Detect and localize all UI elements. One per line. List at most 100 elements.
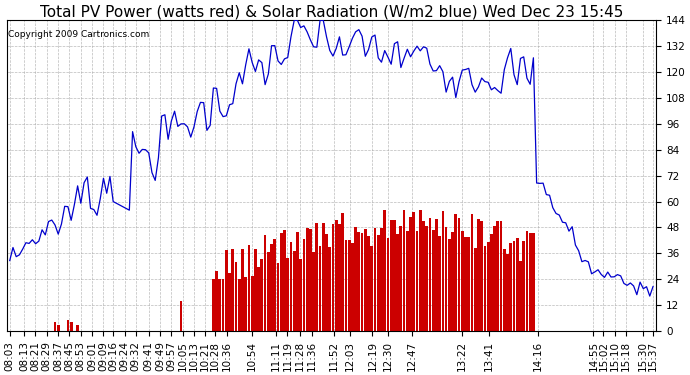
Bar	[386, 238, 389, 331]
Bar	[212, 279, 215, 331]
Bar	[493, 226, 496, 331]
Bar	[241, 249, 244, 331]
Bar	[435, 219, 437, 331]
Bar	[296, 232, 299, 331]
Bar	[306, 228, 308, 331]
Bar	[532, 232, 535, 331]
Bar	[419, 210, 422, 331]
Bar	[374, 228, 376, 331]
Bar	[179, 301, 182, 331]
Bar	[484, 246, 486, 331]
Bar	[367, 236, 370, 331]
Bar	[361, 233, 364, 331]
Bar	[497, 221, 500, 331]
Bar	[513, 241, 515, 331]
Bar	[228, 273, 231, 331]
Bar	[377, 235, 380, 331]
Bar	[409, 217, 412, 331]
Bar	[396, 234, 399, 331]
Bar	[328, 246, 331, 331]
Bar	[506, 254, 509, 331]
Bar	[332, 224, 335, 331]
Bar	[413, 212, 415, 331]
Bar	[384, 210, 386, 331]
Bar	[342, 213, 344, 331]
Bar	[280, 234, 283, 331]
Bar	[486, 242, 489, 331]
Bar	[522, 241, 525, 331]
Bar	[503, 249, 506, 331]
Bar	[299, 259, 302, 331]
Bar	[221, 279, 224, 331]
Bar	[335, 220, 337, 331]
Bar	[500, 220, 502, 331]
Bar	[235, 262, 237, 331]
Bar	[461, 231, 464, 331]
Bar	[293, 251, 295, 331]
Bar	[70, 322, 72, 331]
Bar	[319, 246, 322, 331]
Bar	[231, 249, 234, 331]
Bar	[354, 227, 357, 331]
Bar	[322, 223, 325, 331]
Bar	[248, 245, 250, 331]
Title: Total PV Power (watts red) & Solar Radiation (W/m2 blue) Wed Dec 23 15:45: Total PV Power (watts red) & Solar Radia…	[40, 4, 623, 19]
Bar	[393, 220, 396, 331]
Bar	[325, 234, 328, 331]
Bar	[457, 218, 460, 331]
Bar	[471, 214, 473, 331]
Bar	[415, 231, 418, 331]
Bar	[490, 234, 493, 331]
Bar	[432, 230, 435, 331]
Bar	[338, 224, 341, 331]
Bar	[77, 324, 79, 331]
Bar	[225, 250, 228, 331]
Bar	[286, 258, 289, 331]
Bar	[302, 239, 305, 331]
Bar	[344, 240, 347, 331]
Bar	[509, 243, 512, 331]
Bar	[428, 218, 431, 331]
Bar	[257, 267, 260, 331]
Bar	[309, 229, 312, 331]
Bar	[442, 211, 444, 331]
Bar	[371, 246, 373, 331]
Bar	[264, 234, 266, 331]
Bar	[455, 214, 457, 331]
Bar	[422, 221, 425, 331]
Bar	[477, 219, 480, 331]
Bar	[438, 236, 441, 331]
Bar	[270, 244, 273, 331]
Bar	[529, 232, 531, 331]
Bar	[351, 243, 354, 331]
Bar	[467, 237, 470, 331]
Bar	[390, 220, 393, 331]
Bar	[403, 210, 406, 331]
Bar	[267, 252, 270, 331]
Text: Copyright 2009 Cartronics.com: Copyright 2009 Cartronics.com	[8, 30, 149, 39]
Bar	[219, 279, 221, 331]
Bar	[312, 252, 315, 331]
Bar	[283, 230, 286, 331]
Bar	[357, 232, 360, 331]
Bar	[261, 260, 264, 331]
Bar	[244, 277, 247, 331]
Bar	[425, 226, 428, 331]
Bar	[364, 229, 366, 331]
Bar	[380, 228, 383, 331]
Bar	[254, 249, 257, 331]
Bar	[542, 330, 544, 331]
Bar	[516, 238, 519, 331]
Bar	[445, 226, 448, 331]
Bar	[66, 320, 69, 331]
Bar	[238, 279, 241, 331]
Bar	[57, 324, 59, 331]
Bar	[215, 272, 218, 331]
Bar	[277, 263, 279, 331]
Bar	[474, 248, 477, 331]
Bar	[273, 240, 276, 331]
Bar	[519, 261, 522, 331]
Bar	[406, 231, 408, 331]
Bar	[54, 322, 57, 331]
Bar	[480, 221, 483, 331]
